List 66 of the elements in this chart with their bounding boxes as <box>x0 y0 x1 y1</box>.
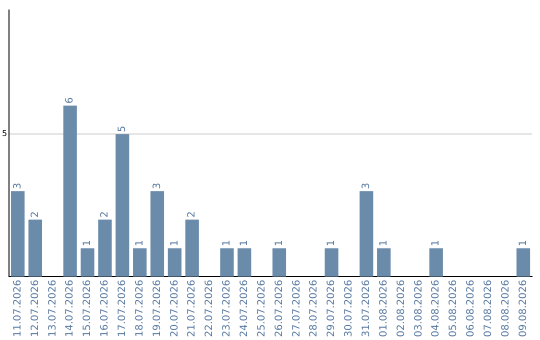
data-label: 1 <box>326 240 338 246</box>
x-tick-label: 09.08.2026 <box>518 280 529 338</box>
x-tick-label: 28.07.2026 <box>308 280 320 338</box>
data-label: 2 <box>30 211 41 218</box>
bar <box>168 248 182 277</box>
data-label: 1 <box>169 240 180 246</box>
x-tick-label: 26.07.2026 <box>274 280 285 338</box>
bar <box>360 191 374 277</box>
bar <box>63 106 77 277</box>
data-label: 6 <box>64 97 76 104</box>
x-tick-label: 18.07.2026 <box>134 280 146 338</box>
bar <box>133 248 147 277</box>
data-label: 5 <box>116 126 128 132</box>
data-label: 1 <box>274 240 285 246</box>
bar <box>429 248 443 277</box>
bar <box>28 220 42 277</box>
x-tick-label: 08.08.2026 <box>500 280 512 338</box>
x-tick-label: 06.08.2026 <box>466 280 477 338</box>
x-tick-label: 17.07.2026 <box>116 280 128 338</box>
bar <box>11 191 25 277</box>
x-tick-label: 31.07.2026 <box>361 280 372 338</box>
bar <box>116 134 130 277</box>
bar <box>150 191 164 277</box>
bar <box>324 248 338 277</box>
bar <box>238 248 252 277</box>
x-tick-label: 01.08.2026 <box>378 280 390 338</box>
data-label: 2 <box>100 211 111 218</box>
x-tick-label: 27.07.2026 <box>291 280 302 338</box>
data-label: 1 <box>378 240 390 246</box>
x-tick-label: 13.07.2026 <box>47 280 58 338</box>
x-tick-label: 07.08.2026 <box>483 280 494 338</box>
bar <box>516 248 530 277</box>
x-tick-label: 12.07.2026 <box>30 280 41 338</box>
x-tick-label: 03.08.2026 <box>413 280 424 338</box>
data-label: 1 <box>238 240 250 246</box>
bar <box>98 220 112 277</box>
bar <box>220 248 234 277</box>
x-tick-label: 20.07.2026 <box>169 280 180 338</box>
x-tick-label: 15.07.2026 <box>82 280 94 338</box>
x-tick-label: 30.07.2026 <box>344 280 355 338</box>
x-tick-label: 04.08.2026 <box>430 280 442 338</box>
data-label: 3 <box>152 182 163 190</box>
x-tick-label: 25.07.2026 <box>256 280 268 338</box>
data-label: 1 <box>518 240 529 246</box>
data-label: 3 <box>361 182 372 190</box>
data-label: 1 <box>430 240 442 246</box>
x-tick-label: 02.08.2026 <box>396 280 407 338</box>
x-tick-label: 11.07.2026 <box>12 280 24 338</box>
x-tick-label: 05.08.2026 <box>448 280 460 338</box>
bar <box>272 248 286 277</box>
data-label: 1 <box>134 240 146 246</box>
x-tick-label: 19.07.2026 <box>152 280 163 338</box>
bar <box>185 220 199 277</box>
x-tick-label: 22.07.2026 <box>204 280 216 338</box>
x-tick-label: 29.07.2026 <box>326 280 338 338</box>
x-tick-label: 16.07.2026 <box>100 280 111 338</box>
data-label: 1 <box>82 240 94 246</box>
x-tick-label: 24.07.2026 <box>238 280 250 338</box>
bar <box>80 248 94 277</box>
x-tick-label: 14.07.2026 <box>64 280 76 338</box>
data-label: 2 <box>186 211 198 218</box>
data-label: 1 <box>222 240 233 246</box>
data-label: 3 <box>12 182 24 190</box>
x-tick-label: 23.07.2026 <box>222 280 233 338</box>
x-tick-label: 21.07.2026 <box>186 280 198 338</box>
bar <box>377 248 391 277</box>
